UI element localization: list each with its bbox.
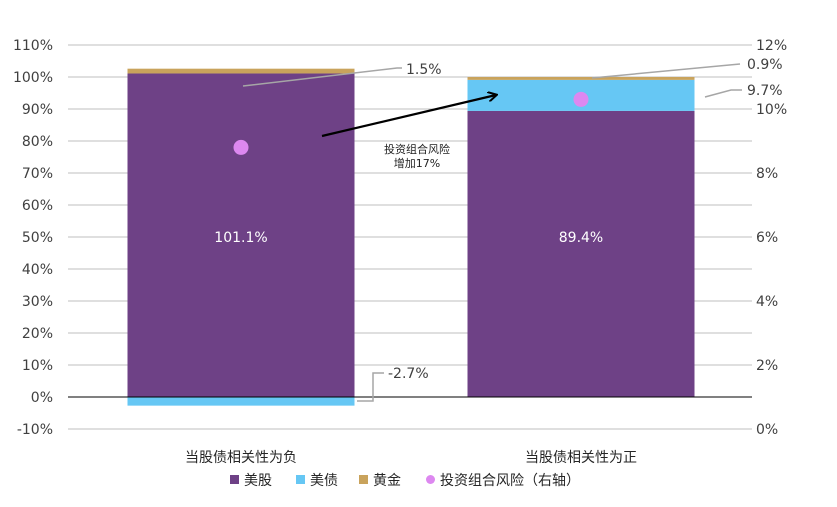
axes: -10% 0% 10% 20% 30% 40% 50% 60% 70% 80% 90% 100% 110… — [13, 38, 787, 466]
annotation-line-2: 增加17% — [394, 156, 440, 170]
data-labels: 101.1% 89.4% 1.5% -2.7% 0.9% 9.7% — [214, 57, 783, 402]
right-tick-label: 6% — [756, 230, 778, 246]
data-label-gold-negative: 1.5% — [406, 62, 442, 78]
leader-line-gold-negative — [242, 67, 402, 87]
bar-segment — [467, 110, 695, 398]
left-tick-label: 10% — [22, 358, 53, 374]
left-tick-label: 100% — [13, 70, 53, 86]
right-tick-label: 2% — [756, 358, 778, 374]
legend-swatch — [359, 475, 368, 484]
legend-swatch — [296, 475, 305, 484]
legend-label: 美债 — [310, 473, 338, 489]
left-tick-label: 0% — [31, 390, 53, 406]
left-tick-label: 40% — [22, 262, 53, 278]
annotation-arrow — [321, 95, 496, 138]
data-label-bond-positive: 9.7% — [747, 83, 783, 99]
leader-line-bond-positive — [704, 89, 742, 98]
legend-label: 投资组合风险（右轴） — [440, 473, 580, 489]
bar-segment — [467, 77, 695, 80]
category-label: 当股债相关性为负 — [185, 450, 297, 466]
leader-line-bond-negative — [357, 372, 384, 402]
left-tick-label: 110% — [13, 38, 53, 54]
left-tick-label: -10% — [17, 422, 53, 438]
legend-label: 美股 — [244, 473, 272, 489]
legend-swatch — [230, 475, 239, 484]
risk-point — [233, 139, 249, 155]
data-label-bond-negative: -2.7% — [388, 366, 429, 382]
right-tick-label: 4% — [756, 294, 778, 310]
annotation: 投资组合风险 增加17% — [321, 95, 496, 170]
category-label: 当股债相关性为正 — [525, 450, 637, 466]
bar-segment — [127, 68, 355, 74]
right-tick-label: 12% — [756, 38, 787, 54]
bar-segment — [127, 397, 355, 406]
risk-point — [573, 91, 589, 107]
data-label-gold-positive: 0.9% — [747, 57, 783, 73]
left-tick-label: 30% — [22, 294, 53, 310]
bars — [127, 68, 695, 406]
left-tick-label: 60% — [22, 198, 53, 214]
left-tick-label: 90% — [22, 102, 53, 118]
left-tick-label: 80% — [22, 134, 53, 150]
annotation-line-1: 投资组合风险 — [384, 142, 450, 156]
legend: 美股 美债 黄金 投资组合风险（右轴） — [230, 472, 580, 489]
leader-line-gold-positive — [591, 63, 741, 79]
legend-swatch — [426, 475, 435, 484]
data-label-stock-negative: 101.1% — [214, 230, 267, 246]
right-tick-label: 0% — [756, 422, 778, 438]
right-tick-label: 10% — [756, 102, 787, 118]
left-tick-label: 20% — [22, 326, 53, 342]
left-tick-label: 50% — [22, 230, 53, 246]
data-label-stock-positive: 89.4% — [559, 230, 603, 246]
right-tick-label: 8% — [756, 166, 778, 182]
bar-segment — [127, 73, 355, 397]
left-tick-label: 70% — [22, 166, 53, 182]
legend-label: 黄金 — [373, 472, 401, 489]
